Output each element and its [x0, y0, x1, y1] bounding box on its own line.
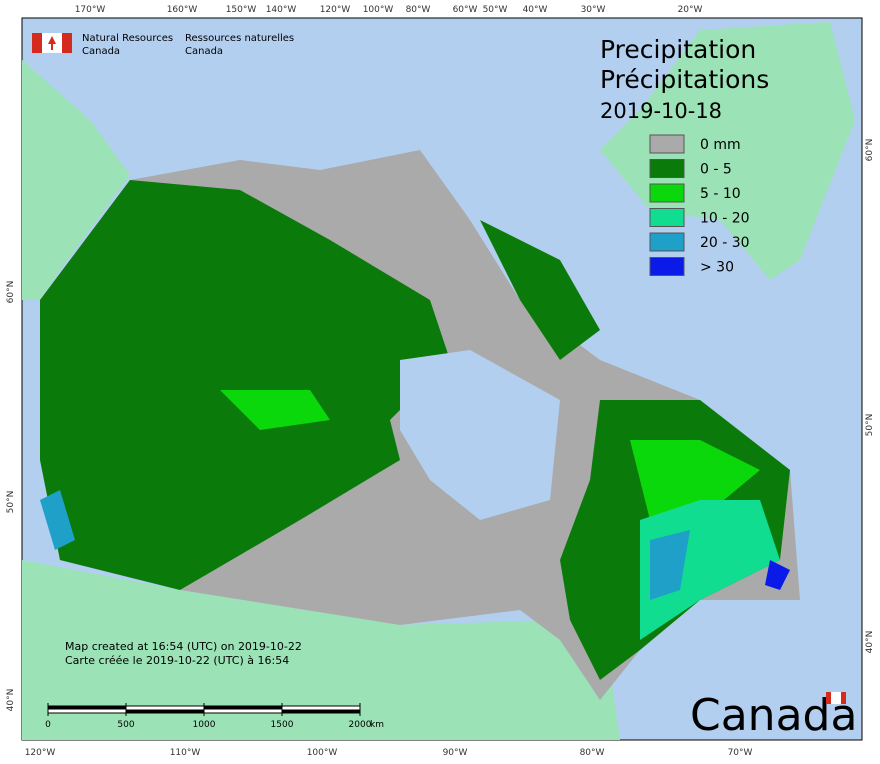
precip-5-10-b	[630, 440, 760, 520]
latitude-label: 40°N	[6, 689, 16, 712]
agency-fr: Canada	[185, 46, 223, 57]
longitude-label: 120°W	[25, 748, 56, 758]
credit: Carte créée le 2019-10-22 (UTC) à 16:54	[65, 654, 289, 667]
scale-label: 0	[45, 720, 51, 730]
scale-segment	[282, 709, 360, 713]
legend-label: 5 - 10	[700, 186, 741, 202]
scale-label: 500	[117, 720, 134, 730]
scale-segment	[48, 706, 126, 710]
legend-label: > 30	[700, 260, 734, 276]
longitude-label: 40°W	[523, 5, 548, 15]
greenland	[600, 22, 855, 280]
hudson-bay	[400, 350, 560, 520]
scale-segment	[126, 709, 204, 713]
legend-swatch	[649, 232, 685, 252]
legend-swatch	[649, 159, 685, 178]
scale-label: 1000	[193, 720, 216, 730]
longitude-label: 140°W	[266, 5, 297, 15]
latitude-label: 60°N	[6, 281, 16, 304]
scale-unit: km	[370, 720, 384, 730]
longitude-label: 100°W	[307, 748, 338, 758]
longitude-label: 70°W	[728, 748, 753, 758]
flag-left	[32, 33, 42, 53]
date: 2019-10-18	[600, 99, 722, 123]
latitude-label: 50°N	[865, 414, 875, 437]
longitude-label: 170°W	[75, 5, 106, 15]
longitude-label: 20°W	[678, 5, 703, 15]
longitude-label: 160°W	[167, 5, 198, 15]
scale-label: 1500	[271, 720, 294, 730]
longitude-label: 110°W	[170, 748, 201, 758]
longitude-label: 80°W	[580, 748, 605, 758]
title: Precipitation	[600, 35, 756, 64]
legend-swatch	[649, 208, 685, 227]
agency-en: Canada	[82, 46, 120, 57]
legend-swatch	[649, 134, 685, 154]
latitude-label: 50°N	[6, 491, 16, 514]
latitude-label: 40°N	[865, 631, 875, 654]
longitude-label: 120°W	[320, 5, 351, 15]
agency-en: Natural Resources	[82, 33, 173, 44]
longitude-label: 150°W	[226, 5, 257, 15]
longitude-label: 100°W	[363, 5, 394, 15]
usa	[22, 560, 620, 740]
credit: Map created at 16:54 (UTC) on 2019-10-22	[65, 640, 302, 653]
precip-5-10-a	[220, 390, 330, 430]
scale-segment	[204, 706, 282, 710]
legend-label: 0 mm	[700, 137, 741, 153]
longitude-label: 80°W	[406, 5, 431, 15]
longitude-label: 50°W	[483, 5, 508, 15]
legend-label: 10 - 20	[700, 211, 750, 227]
precip-20-30	[650, 530, 690, 600]
precip-0-5-baffin	[480, 220, 600, 360]
agency-fr: Ressources naturelles	[185, 33, 294, 44]
wordmark-flag-left	[826, 692, 831, 704]
precip-over-30	[765, 560, 790, 590]
wordmark-flag-right	[841, 692, 846, 704]
legend-label: 0 - 5	[700, 162, 732, 178]
legend-swatch	[649, 257, 685, 276]
scale-label: 2000	[349, 720, 372, 730]
maple-leaf	[48, 36, 56, 50]
longitude-label: 60°W	[453, 5, 478, 15]
flag-right	[62, 33, 72, 53]
legend-swatch	[649, 183, 685, 203]
alaska	[22, 60, 130, 300]
legend-label: 20 - 30	[700, 235, 750, 251]
longitude-label: 90°W	[443, 748, 468, 758]
longitude-label: 30°W	[581, 5, 606, 15]
precip-0-5-west	[40, 180, 450, 590]
latitude-label: 60°N	[865, 139, 875, 162]
title: Précipitations	[600, 65, 769, 94]
precip-20-30-west	[40, 490, 75, 550]
